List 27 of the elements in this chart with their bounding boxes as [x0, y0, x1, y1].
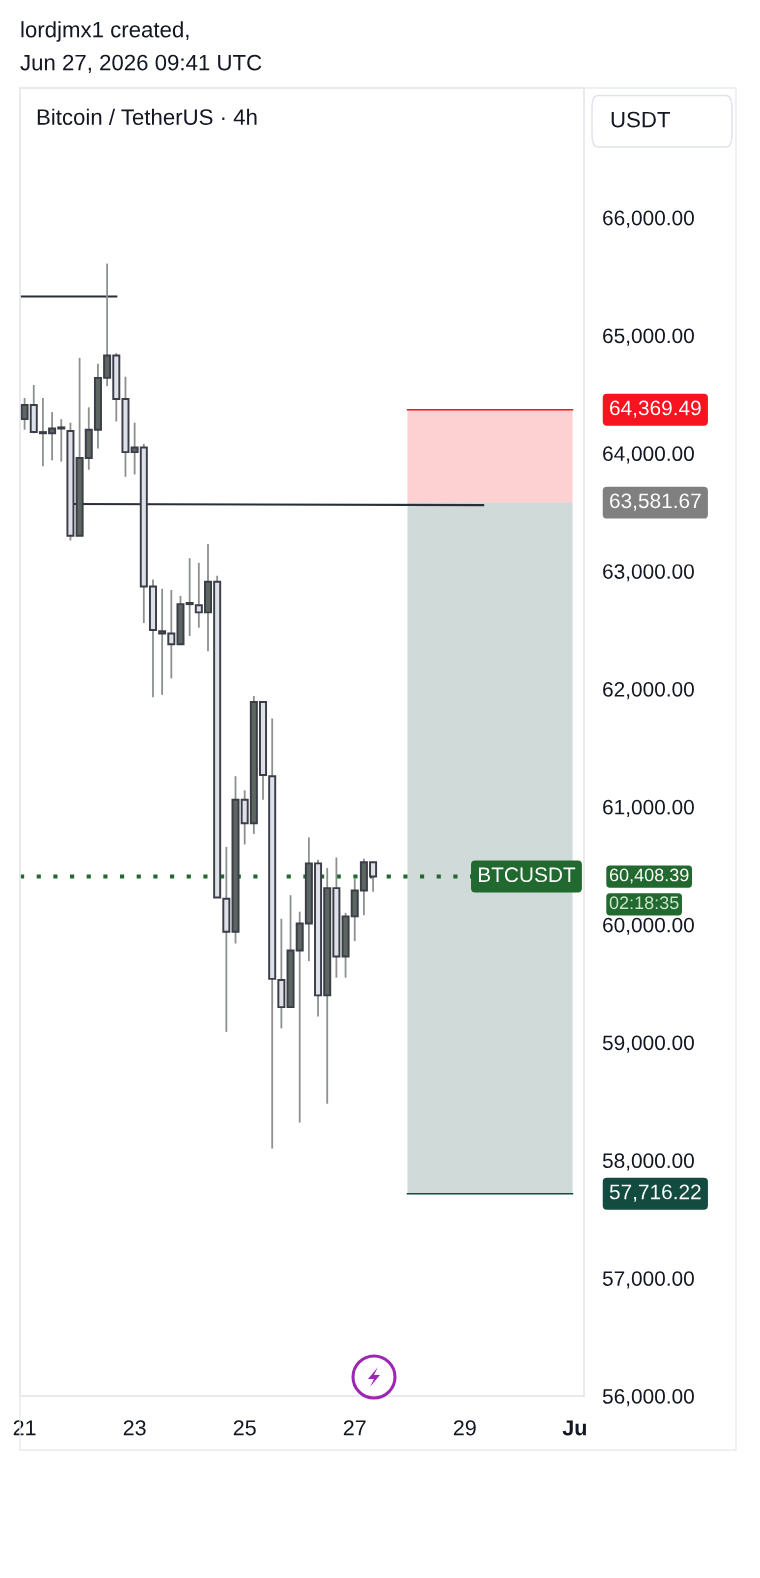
annotation: 02:18:35: [609, 896, 679, 910]
y-tick-label: 65,000.00: [603, 328, 694, 346]
x-tick-label: Ju: [562, 1420, 586, 1436]
x-tick-label: 27: [343, 1420, 366, 1436]
y-tick-label: 62,000.00: [603, 681, 694, 700]
y-tick-label: 64,000.00: [603, 446, 694, 464]
ref-line-label: BTCUSDT: [479, 867, 576, 883]
x-tick-label: 21: [13, 1420, 36, 1436]
x-tick-label: 25: [233, 1420, 256, 1436]
annotation: 63,581.67: [610, 493, 701, 511]
y-tick-label: 57,000.00: [602, 1271, 694, 1289]
y-tick-label: 56,000.00: [602, 1389, 694, 1407]
data-label: 57,716.22: [609, 1184, 701, 1202]
y-tick-label: 61,000.00: [603, 799, 694, 818]
text: lordjmx1 created,: [21, 21, 189, 42]
y-tick-label: 59,000.00: [602, 1035, 694, 1053]
y-tick-label: 63,000.00: [603, 564, 694, 582]
text: USDT: [611, 111, 670, 128]
y-tick-label: 58,000.00: [602, 1153, 694, 1171]
x-tick-label: 29: [453, 1420, 476, 1436]
text: Bitcoin / TetherUS · 4h: [37, 108, 257, 125]
text: Jun 27, 2026 09:41 UTC: [20, 54, 262, 74]
annotation: 60,408.39: [609, 868, 689, 884]
y-tick-label: 60,000.00: [603, 917, 694, 935]
x-tick-label: 23: [123, 1420, 146, 1436]
data-label: 64,369.49: [610, 400, 701, 418]
y-tick-label: 66,000.00: [603, 210, 694, 228]
